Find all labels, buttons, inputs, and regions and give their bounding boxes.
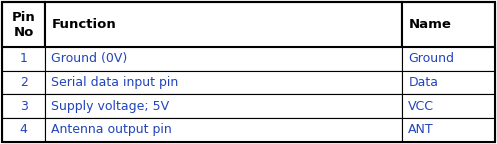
- Text: Supply voltage; 5V: Supply voltage; 5V: [51, 100, 169, 113]
- Text: 3: 3: [20, 100, 28, 113]
- Bar: [45, 47, 403, 71]
- Text: VCC: VCC: [409, 100, 434, 113]
- Bar: [2, 71, 45, 94]
- Bar: [45, 118, 403, 142]
- Text: Name: Name: [409, 18, 451, 31]
- Bar: [403, 2, 495, 47]
- Text: Serial data input pin: Serial data input pin: [51, 76, 178, 89]
- Text: Antenna output pin: Antenna output pin: [51, 123, 172, 137]
- Text: Ground: Ground: [409, 52, 454, 65]
- Text: Pin
No: Pin No: [12, 11, 36, 38]
- Text: 2: 2: [20, 76, 28, 89]
- Text: 4: 4: [20, 123, 28, 137]
- Bar: [403, 71, 495, 94]
- Bar: [2, 2, 45, 47]
- Text: Function: Function: [51, 18, 116, 31]
- Bar: [2, 118, 45, 142]
- Text: Data: Data: [409, 76, 438, 89]
- Bar: [403, 118, 495, 142]
- Text: ANT: ANT: [409, 123, 434, 137]
- Bar: [403, 47, 495, 71]
- Text: Ground (0V): Ground (0V): [51, 52, 128, 65]
- Bar: [2, 47, 45, 71]
- Bar: [45, 2, 403, 47]
- Bar: [45, 71, 403, 94]
- Bar: [403, 94, 495, 118]
- Text: 1: 1: [20, 52, 28, 65]
- Bar: [2, 94, 45, 118]
- Bar: [45, 94, 403, 118]
